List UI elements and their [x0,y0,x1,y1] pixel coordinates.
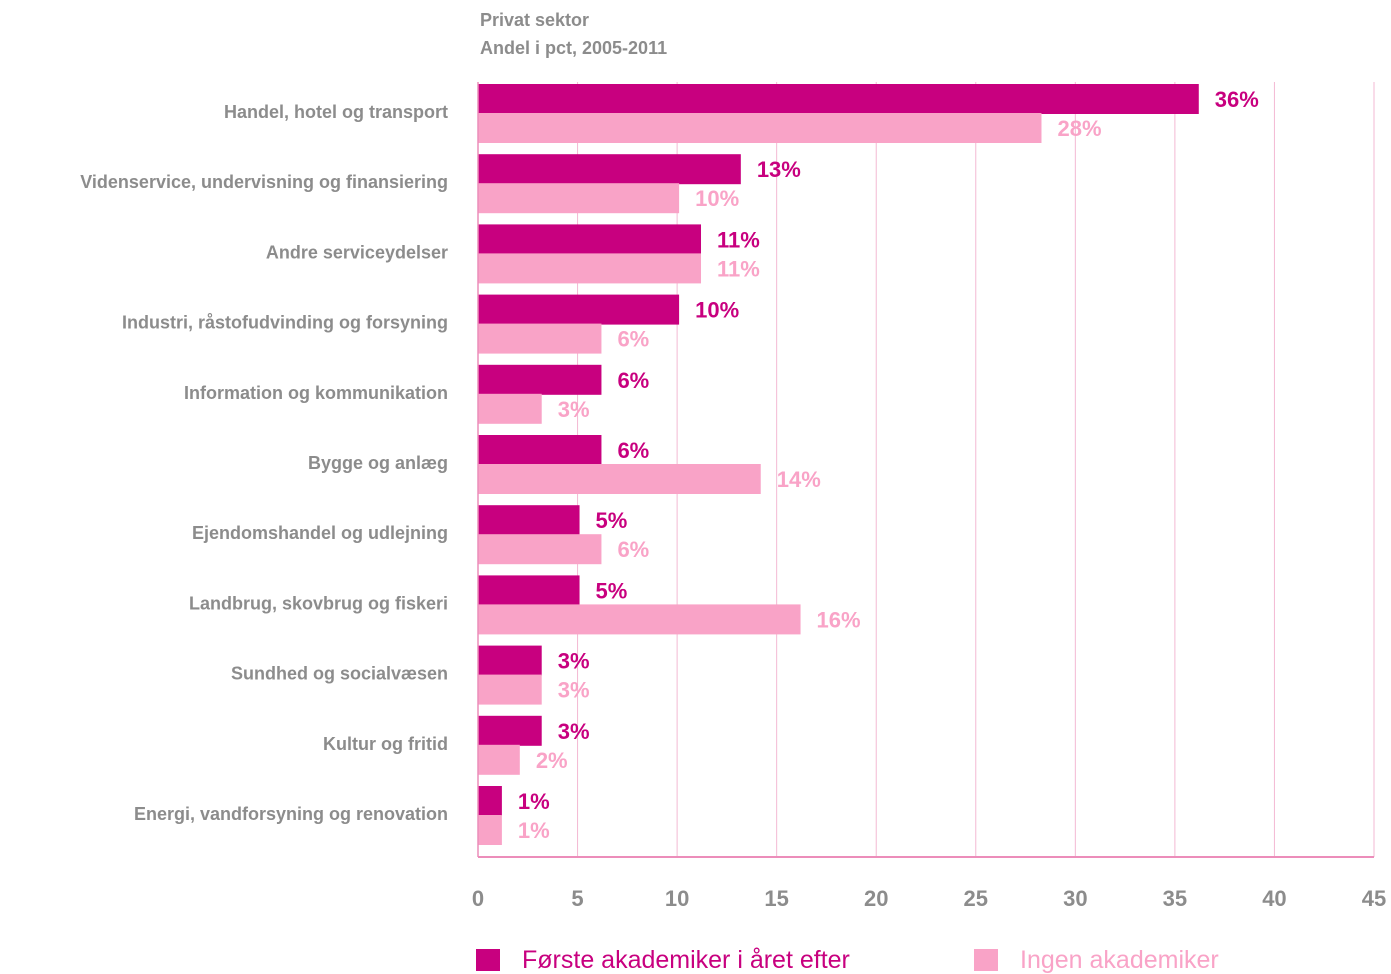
bar [478,674,542,705]
data-label: 14% [777,467,821,492]
category-label: Handel, hotel og transport [224,102,448,122]
legend-label-first-academic: Første akademiker i året efter [522,946,850,974]
x-tick-label: 20 [864,886,888,911]
category-label: Andre serviceydelser [266,242,448,262]
x-tick-label: 0 [472,886,484,911]
category-label: Videnservice, undervisning og finansieri… [80,172,448,192]
x-tick-label: 5 [571,886,583,911]
category-label: Bygge og anlæg [308,453,448,473]
legend-label-no-academic: Ingen akademiker [1020,946,1219,974]
data-label: 28% [1057,116,1101,141]
chart-title-line-1: Privat sektor [480,10,590,30]
data-label: 5% [596,508,628,533]
category-label: Energi, vandforsyning og renovation [134,804,448,824]
legend-swatch-first-academic [476,949,500,971]
data-label: 2% [536,748,568,773]
legend-item-no-academic: Ingen akademiker [974,946,1219,974]
data-label: 6% [617,327,649,352]
x-tick-label: 40 [1262,886,1286,911]
bar [478,534,602,565]
data-label: 5% [596,578,628,603]
bar [478,604,801,635]
x-tick-label: 45 [1362,886,1386,911]
bar [478,786,502,816]
data-label: 3% [558,719,590,744]
bar [478,253,702,284]
data-label: 13% [757,157,801,182]
x-tick-label: 35 [1163,886,1187,911]
bar [478,323,602,354]
data-label: 10% [695,186,739,211]
bar [478,575,580,606]
data-label: 3% [558,397,590,422]
category-label: Sundhed og socialvæsen [231,664,448,684]
data-label: 3% [558,678,590,703]
data-label: 3% [558,649,590,674]
bar [478,815,502,845]
bar [478,505,580,536]
category-label: Industri, råstofudvinding og forsyning [122,313,448,333]
chart-title-line-2: Andel i pct, 2005-2011 [480,38,668,58]
data-label: 1% [518,789,550,814]
legend-swatch-no-academic [974,949,998,971]
data-label: 11% [717,227,760,252]
bar [478,183,680,214]
bar [478,393,542,424]
data-label: 11% [717,256,760,281]
bar [478,435,602,465]
bar [478,715,542,746]
data-label: 10% [695,298,739,323]
category-label: Kultur og fritid [323,734,448,754]
x-tick-label: 30 [1063,886,1087,911]
x-tick-label: 15 [764,886,788,911]
category-label: Ejendomshandel og udlejning [192,523,448,543]
data-label: 6% [617,368,649,393]
data-label: 36% [1215,87,1259,112]
data-label: 1% [518,818,550,843]
data-label: 6% [617,438,649,463]
data-label: 16% [817,607,861,632]
bar [478,744,520,775]
data-label: 6% [617,537,649,562]
category-label: Information og kommunikation [184,383,448,403]
category-label: Landbrug, skovbrug og fiskeri [189,593,448,613]
bar [478,364,602,395]
bar [478,154,741,185]
bar [478,84,1199,114]
bar [478,113,1042,143]
bar [478,294,680,325]
bar [478,645,542,676]
x-tick-label: 25 [964,886,988,911]
x-tick-label: 10 [665,886,689,911]
legend-item-first-academic: Første akademiker i året efter [476,946,850,974]
bar [478,464,761,494]
bar [478,224,702,255]
